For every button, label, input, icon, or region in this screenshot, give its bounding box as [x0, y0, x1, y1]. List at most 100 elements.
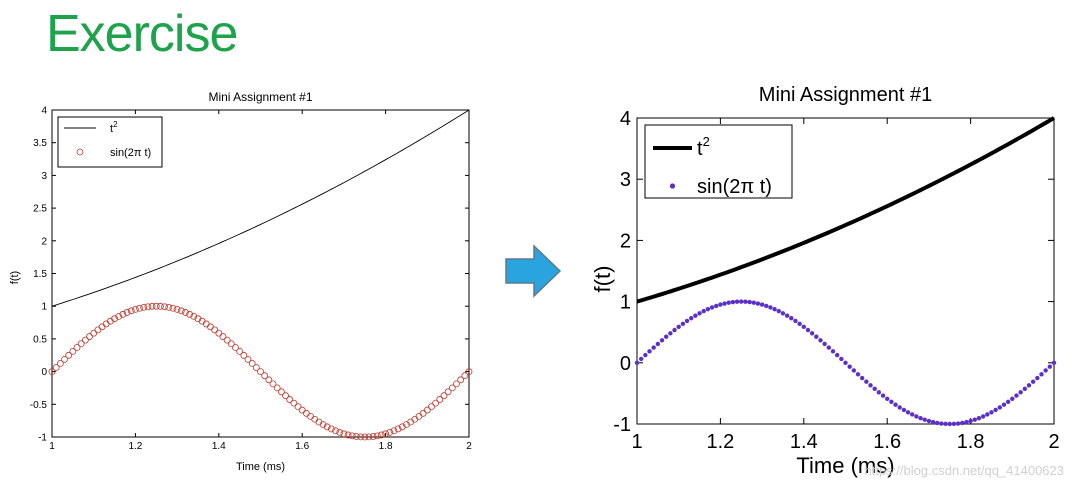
data-point [98, 323, 106, 331]
data-point [943, 421, 948, 427]
data-point [759, 302, 765, 307]
data-point [705, 306, 711, 312]
data-point [273, 384, 281, 392]
data-point [423, 406, 431, 414]
data-point [365, 433, 373, 441]
data-point [709, 305, 715, 310]
data-point [651, 345, 656, 350]
data-point [926, 418, 932, 424]
data-point [86, 333, 93, 340]
data-point [252, 364, 260, 371]
data-point [353, 433, 360, 440]
data-point [90, 329, 98, 337]
data-point [219, 333, 227, 340]
y-tick-label: -1 [38, 433, 47, 444]
x-tick-label: 1.4 [212, 441, 226, 452]
data-point [947, 421, 952, 427]
data-point [227, 340, 235, 348]
data-point [115, 312, 123, 320]
data-point [997, 405, 1002, 410]
y-tick-label: 0 [41, 367, 47, 378]
data-point [177, 307, 185, 315]
data-point [340, 430, 348, 438]
data-point [144, 303, 152, 311]
data-point [415, 412, 423, 420]
data-point [73, 344, 81, 351]
data-point [834, 352, 840, 358]
data-point [436, 396, 444, 403]
y-tick-label: 3 [620, 169, 631, 191]
data-point [901, 407, 907, 413]
legend: t2 sin(2π t) [57, 116, 163, 168]
y-tick-label: 4 [620, 108, 631, 130]
x-tick-label: 1.2 [706, 431, 734, 453]
data-point [1001, 402, 1007, 407]
data-point [378, 431, 385, 439]
data-point [290, 399, 298, 407]
data-point [123, 309, 131, 316]
data-point [465, 368, 473, 376]
data-point [302, 409, 310, 417]
data-point [344, 431, 352, 439]
data-point [432, 399, 440, 407]
data-point [751, 300, 756, 305]
right-arrow-icon [505, 244, 562, 298]
data-point [638, 356, 644, 362]
data-point [81, 336, 89, 344]
x-tick-label: 2 [466, 441, 472, 452]
series-sine [48, 302, 473, 441]
data-point [182, 309, 189, 316]
y-tick-label: 2 [620, 230, 631, 252]
data-point [52, 364, 60, 371]
data-point [261, 372, 269, 380]
data-point [56, 360, 64, 367]
data-point [663, 334, 669, 339]
data-point [386, 429, 394, 436]
data-point [768, 305, 773, 310]
data-point [248, 360, 256, 367]
data-point [743, 299, 748, 304]
data-point [1030, 379, 1036, 384]
data-point [236, 347, 244, 355]
data-point [311, 415, 319, 423]
data-point [951, 421, 957, 427]
data-point [993, 407, 998, 413]
x-tick-label: 1.8 [957, 431, 985, 453]
data-point [718, 302, 723, 307]
data-point [419, 409, 427, 417]
y-tick-label: 3.5 [33, 138, 47, 149]
data-point [202, 320, 210, 328]
y-tick-label: -0.5 [30, 400, 48, 411]
y-tick-label: -1 [613, 414, 631, 436]
data-point [148, 302, 156, 310]
data-point [797, 321, 802, 326]
data-point [672, 327, 677, 333]
data-point [814, 334, 819, 339]
data-point [269, 380, 277, 388]
data-point [780, 311, 786, 316]
data-point [1005, 399, 1011, 405]
x-tick-label: 1.6 [873, 431, 901, 453]
data-point [111, 315, 118, 323]
watermark-text: https://blog.csdn.net/qq_41400623 [865, 463, 1065, 478]
data-point [282, 392, 289, 400]
data-point [826, 345, 832, 350]
legend-label-sine: sin(2π t) [110, 147, 151, 159]
data-point [131, 306, 139, 313]
data-point [776, 308, 781, 314]
x-tick-label: 1 [631, 431, 642, 453]
data-point [955, 421, 961, 426]
data-point [444, 388, 452, 396]
data-point [730, 299, 736, 305]
data-point [294, 403, 302, 411]
data-point [905, 410, 911, 415]
data-point [77, 340, 85, 348]
data-point [319, 421, 327, 428]
data-point [307, 412, 314, 420]
data-point [964, 419, 969, 425]
slide-title: Exercise [46, 5, 238, 63]
data-point [897, 405, 902, 410]
y-tick-label: 3 [41, 171, 47, 182]
data-point [190, 312, 198, 320]
data-point [161, 303, 168, 311]
